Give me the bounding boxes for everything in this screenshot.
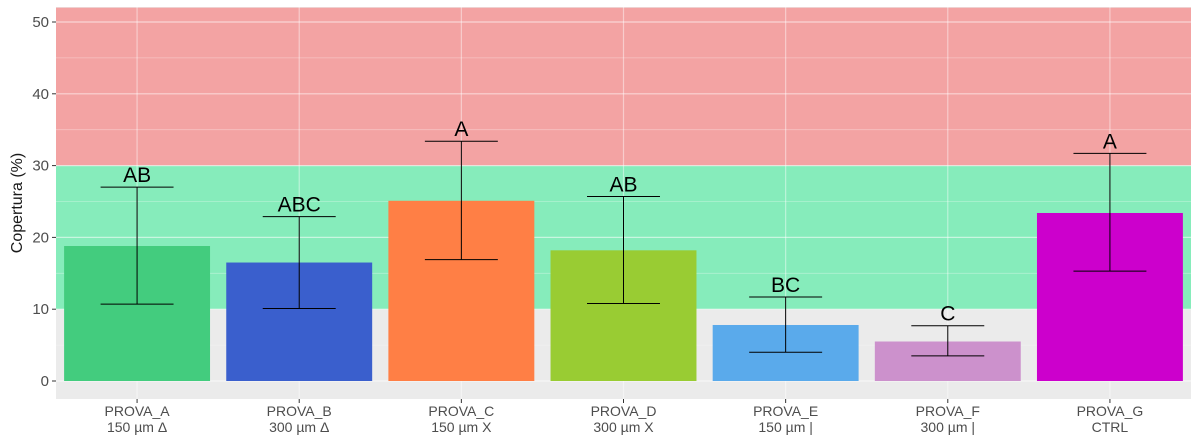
error-bar-6: [911, 325, 985, 357]
group-letter-5: BC: [771, 274, 800, 297]
group-letter-1: AB: [123, 164, 151, 187]
group-letter-3: A: [454, 118, 468, 141]
x-tick-label-6-detail: 300 µm |: [921, 419, 976, 435]
group-letters: AB ABC A AB BC C A: [123, 118, 1117, 326]
x-tick-label-1-detail: 150 µm Δ: [107, 419, 167, 435]
error-bars: [100, 140, 1147, 357]
x-tick-label-6-name: PROVA_F: [916, 403, 980, 419]
y-tick-label: 30: [32, 158, 49, 175]
x-tick-label-4-name: PROVA_D: [591, 403, 657, 419]
x-tick-label-3-detail: 150 µm X: [431, 419, 492, 435]
x-tick-label-1-name: PROVA_A: [105, 403, 171, 419]
error-bar-7: [1073, 152, 1147, 272]
bars: [64, 200, 1183, 381]
x-tick-label-2-detail: 300 µm Δ: [269, 419, 329, 435]
error-bar-4: [587, 195, 660, 304]
x-tick-label-2-name: PROVA_B: [267, 403, 332, 419]
x-tick-label-3-name: PROVA_C: [428, 403, 494, 419]
error-bar-2: [262, 216, 336, 309]
x-tick-label-5-name: PROVA_E: [753, 403, 818, 419]
error-bar-5: [749, 296, 823, 353]
x-tick-label-5-detail: 150 µm |: [758, 419, 813, 435]
x-tick-label-7-name: PROVA_G: [1077, 403, 1144, 419]
y-tick-label: 40: [32, 86, 49, 103]
y-axis-label: Copertura (%): [9, 153, 26, 253]
group-letter-7: A: [1103, 130, 1117, 153]
band-2: [56, 7, 1191, 166]
x-tick-label-4-detail: 300 µm X: [593, 419, 654, 435]
x-tick-label-7-detail: CTRL: [1092, 419, 1129, 435]
y-tick-label: 20: [32, 229, 49, 246]
error-bar-3: [424, 140, 498, 261]
y-axis: 0 10 20 30 40 50: [32, 14, 56, 390]
error-bar-1: [100, 186, 174, 305]
group-letter-6: C: [940, 303, 955, 326]
y-tick-label: 0: [41, 373, 49, 390]
y-tick-label: 10: [32, 301, 49, 318]
group-letter-2: ABC: [278, 194, 321, 217]
y-tick-label: 50: [32, 14, 49, 31]
group-letter-4: AB: [609, 173, 637, 196]
